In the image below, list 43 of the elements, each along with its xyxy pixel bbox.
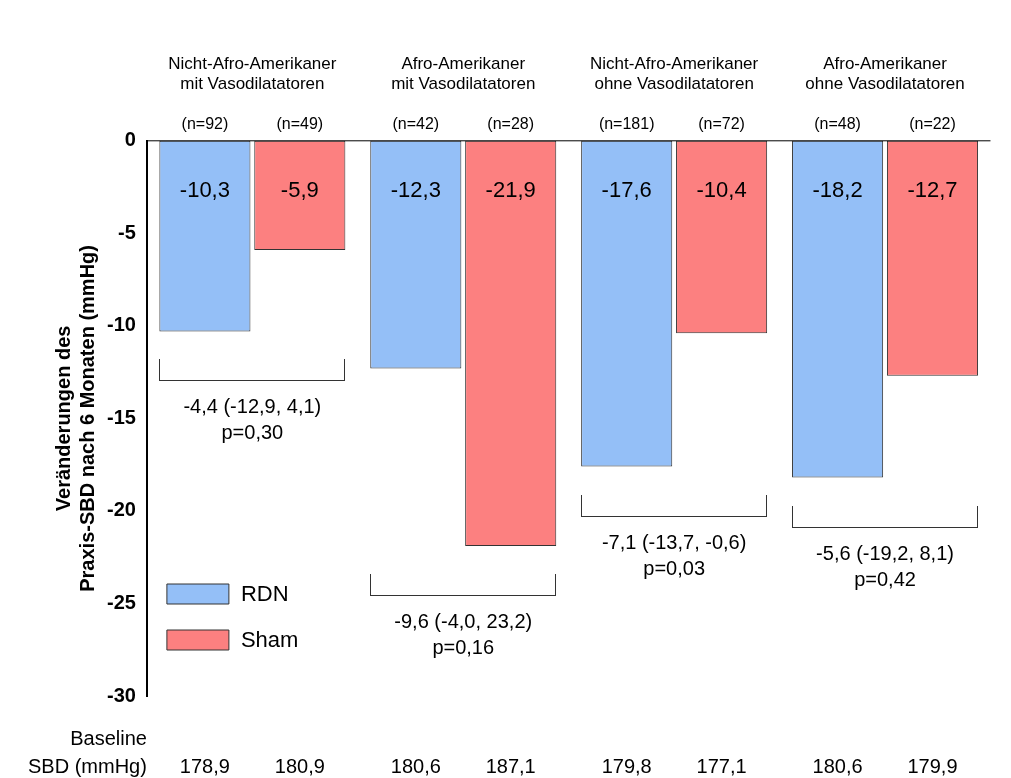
y-tick-label: 0 xyxy=(124,128,136,151)
text: (n=92) xyxy=(181,114,229,132)
data-label: -10,4 xyxy=(696,176,747,202)
y-tick-label: -20 xyxy=(107,498,136,521)
text: (n=72) xyxy=(698,114,745,132)
y-axis-title: Veränderungen des Praxis-SBD nach 6 Monaten (mmHg) xyxy=(51,245,98,592)
text: 180,6 xyxy=(812,755,863,777)
text: (n=49) xyxy=(276,114,324,132)
text: 179,8 xyxy=(601,755,652,777)
data-label: -5,9 xyxy=(280,176,319,202)
x-tick-label: Afro-Amerikaner mit Vasodilatatoren xyxy=(391,53,536,94)
text: (n=48) xyxy=(814,114,861,132)
x-tick-label: Nicht-Afro-Amerikaner ohne Vasodilatatoren xyxy=(590,53,759,94)
annotation: -9,6 (-4,0, 23,2) p=0,16 xyxy=(394,610,533,659)
y-tick-label: -25 xyxy=(107,590,136,613)
text: Baseline SBD (mmHg) xyxy=(28,727,147,777)
text: 180,9 xyxy=(274,755,325,777)
text: (n=181) xyxy=(598,114,655,132)
text: (n=28) xyxy=(487,114,535,132)
legend-label: Sham xyxy=(240,627,299,653)
y-tick-label: -30 xyxy=(107,683,136,706)
legend-label: RDN xyxy=(240,581,289,607)
text: 180,6 xyxy=(390,755,441,777)
data-label: -12,7 xyxy=(907,176,958,202)
text: (n=42) xyxy=(392,114,440,132)
text: 179,9 xyxy=(907,755,958,777)
text: 178,9 xyxy=(179,755,230,777)
annotation: -5,6 (-19,2, 8,1) p=0,42 xyxy=(816,541,954,590)
text: 177,1 xyxy=(696,755,747,777)
y-tick-label: -15 xyxy=(107,405,136,428)
x-tick-label: Afro-Amerikaner ohne Vasodilatatoren xyxy=(805,53,965,94)
x-tick-label: Nicht-Afro-Amerikaner mit Vasodilatatoren xyxy=(168,53,337,94)
data-label: -12,3 xyxy=(390,176,441,202)
annotation: -7,1 (-13,7, -0,6) p=0,03 xyxy=(601,530,747,579)
data-label: -17,6 xyxy=(601,176,652,202)
text: (n=22) xyxy=(909,114,956,132)
annotation: -4,4 (-12,9, 4,1) p=0,30 xyxy=(183,395,322,444)
data-label: -18,2 xyxy=(812,176,863,202)
data-label: -10,3 xyxy=(179,176,230,202)
data-label: -21,9 xyxy=(485,176,536,202)
text: 187,1 xyxy=(485,755,536,777)
y-tick-label: -5 xyxy=(118,220,136,243)
y-tick-label: -10 xyxy=(107,313,136,336)
